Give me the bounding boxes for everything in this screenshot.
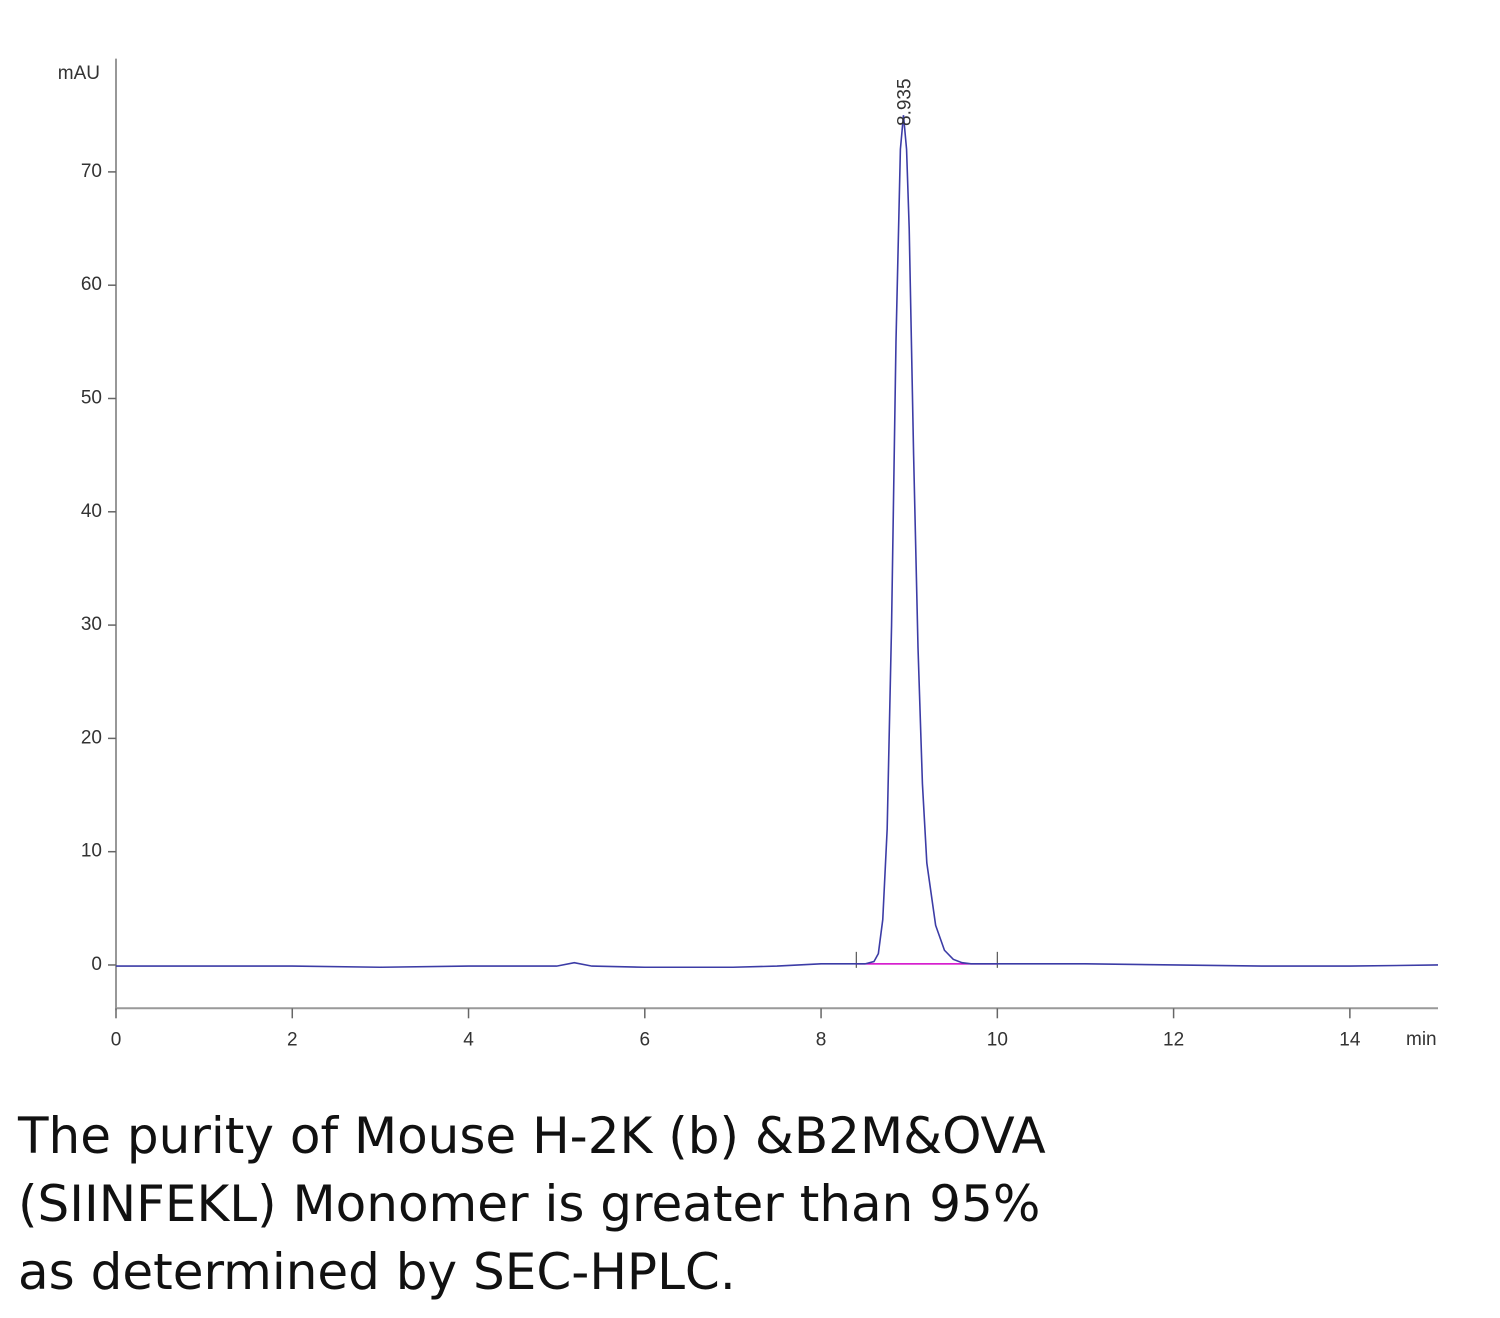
- x-tick-label: 12: [1163, 1029, 1184, 1050]
- y-tick-label: 60: [81, 274, 102, 295]
- x-tick-label: 2: [287, 1029, 298, 1050]
- y-tick-label: 10: [81, 841, 102, 862]
- x-axis-label: min: [1406, 1029, 1437, 1050]
- y-tick-label: 30: [81, 614, 102, 635]
- y-axis-label: mAU: [58, 63, 100, 84]
- x-tick-label: 6: [640, 1029, 651, 1050]
- x-tick-label: 8: [816, 1029, 827, 1050]
- x-tick-label: 10: [987, 1029, 1008, 1050]
- x-tick-label: 0: [111, 1029, 122, 1050]
- x-tick-label: 14: [1339, 1029, 1361, 1050]
- y-tick-label: 0: [91, 954, 102, 975]
- y-tick-label: 20: [81, 727, 102, 748]
- chart: mAU min 0 10 20 30 40 50 60 70 0 2 4 6 8 10 12 14 8.935: [58, 58, 1439, 1050]
- x-tick-label: 4: [463, 1029, 474, 1050]
- caption: The purity of Mouse H-2K (b) &B2M&OVA (S…: [18, 1102, 1046, 1306]
- caption-line: as determined by SEC-HPLC.: [18, 1243, 736, 1301]
- caption-line: The purity of Mouse H-2K (b) &B2M&OVA: [18, 1107, 1046, 1165]
- y-tick-label: 40: [81, 501, 102, 522]
- trace: [116, 115, 1439, 969]
- y-tick-label: 70: [81, 161, 102, 182]
- y-tick-label: 50: [81, 388, 102, 409]
- caption-line: (SIINFEKL) Monomer is greater than 95%: [18, 1175, 1041, 1233]
- peak-label: 8.935: [894, 78, 915, 126]
